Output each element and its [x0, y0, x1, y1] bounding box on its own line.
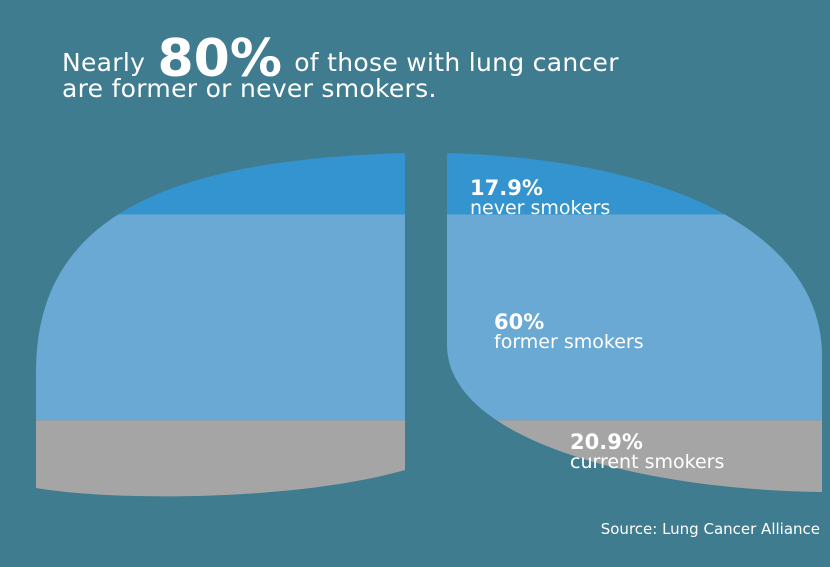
series-label-former: former smokers [494, 331, 644, 353]
headline-emphasis: 80% [157, 29, 282, 89]
label-never: 17.9% never smokers [470, 176, 611, 219]
value-label-never: 17.9% [470, 176, 543, 200]
value-label-former: 60% [494, 310, 545, 334]
right-band-former [447, 214, 822, 421]
left-lung [36, 153, 405, 497]
headline-prefix: Nearly [62, 48, 146, 77]
headline-line2: are former or never smokers. [62, 74, 437, 103]
source-note: Source: Lung Cancer Alliance [600, 520, 820, 538]
headline-suffix: of those with lung cancer [294, 48, 619, 77]
value-label-current: 20.9% [570, 430, 643, 454]
series-label-current: current smokers [570, 451, 725, 473]
headline: Nearly 80% of those with lung cancer are… [62, 33, 619, 104]
series-label-never: never smokers [470, 197, 611, 219]
label-current: 20.9% current smokers [570, 430, 725, 473]
label-former: 60% former smokers [494, 310, 644, 353]
left-band-former [36, 214, 405, 421]
